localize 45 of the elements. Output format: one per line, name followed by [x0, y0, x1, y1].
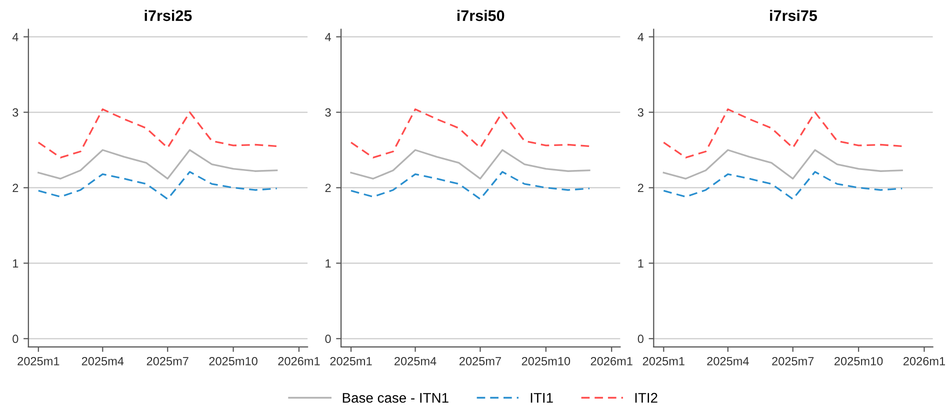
x-tick-label: 2025m1: [330, 356, 372, 366]
x-tick-label: 2025m7: [146, 356, 188, 366]
y-tick-label: 4: [12, 32, 18, 42]
line-series: [350, 108, 590, 158]
y-tick-label: 3: [638, 108, 644, 117]
x-tick-label: 2026m1: [590, 356, 632, 366]
chart-title: i7rsi50: [457, 10, 504, 22]
x-tick-label: 2025m7: [460, 356, 501, 366]
y-tick-label: 3: [12, 108, 18, 117]
x-tick-label: 2025m10: [522, 356, 570, 366]
y-tick-label: 1: [13, 259, 18, 268]
y-tick-label: 0: [12, 334, 18, 344]
x-tick-label: 2025m10: [834, 356, 883, 366]
line-series: [662, 108, 903, 158]
line-series: [662, 149, 903, 180]
chart-title: i7rsi25: [144, 10, 192, 22]
x-tick-label: 2025m10: [209, 356, 258, 366]
x-tick-label: 2025m7: [772, 356, 814, 366]
chart-title: i7rsi75: [770, 10, 818, 22]
line-series: [350, 149, 590, 180]
y-tick-label: 3: [325, 108, 331, 117]
x-tick-label: 2025m4: [707, 356, 749, 366]
y-tick-label: 4: [325, 32, 331, 42]
x-tick-label: 2025m1: [18, 356, 60, 366]
y-tick-label: 1: [638, 259, 644, 268]
y-tick-label: 2: [12, 184, 18, 192]
y-tick-label: 0: [325, 334, 331, 344]
x-tick-label: 2026m1: [903, 356, 945, 366]
line-series: [38, 149, 278, 180]
y-tick-label: 2: [325, 184, 331, 192]
y-tick-label: 1: [326, 259, 331, 268]
x-tick-label: 2025m1: [642, 356, 684, 366]
x-tick-label: 2025m4: [394, 356, 436, 366]
line-series: [662, 171, 903, 200]
x-tick-label: 2026m1: [278, 356, 320, 366]
y-tick-label: 2: [638, 184, 644, 192]
y-tick-label: 0: [638, 334, 644, 344]
line-series: [350, 171, 590, 200]
line-series: [38, 108, 278, 158]
x-tick-label: 2025m4: [82, 356, 124, 366]
legend-label: Base case - ITN1: [342, 393, 448, 403]
legend-label: ITI1: [530, 393, 553, 403]
y-tick-label: 4: [638, 32, 644, 42]
legend-label: ITI2: [635, 392, 658, 403]
line-series: [38, 171, 278, 200]
